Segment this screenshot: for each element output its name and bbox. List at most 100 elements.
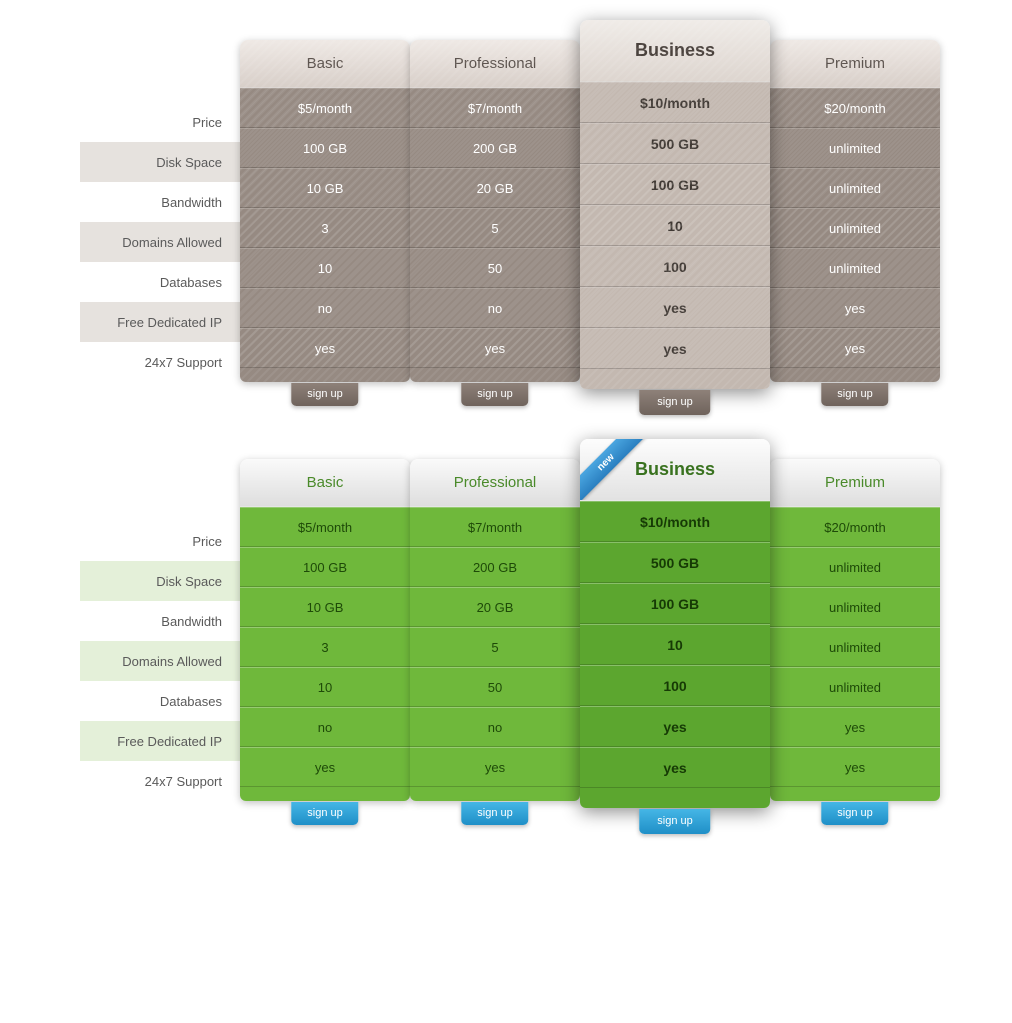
plan-cell: yes <box>770 328 940 368</box>
signup-button[interactable]: sign up <box>291 383 358 406</box>
plan-cell: no <box>240 707 410 747</box>
plan-column: Professional$7/month200 GB20 GB550noyess… <box>410 459 580 801</box>
plan-cell: yes <box>580 747 770 788</box>
plan-name: Premium <box>825 474 885 491</box>
plan-cell: 20 GB <box>410 587 580 627</box>
plan-cell: $5/month <box>240 88 410 128</box>
plan-cell: $5/month <box>240 507 410 547</box>
row-labels: PriceDisk SpaceBandwidthDomains AllowedD… <box>80 521 240 801</box>
plan-cell: yes <box>410 328 580 368</box>
plans-row: Basic$5/month100 GB10 GB310noyessign upP… <box>240 40 940 389</box>
plan-column: Professional$7/month200 GB20 GB550noyess… <box>410 40 580 382</box>
plan-footer <box>770 787 940 801</box>
row-label: Domains Allowed <box>80 641 240 681</box>
plan-footer <box>240 787 410 801</box>
plan-cell: 50 <box>410 667 580 707</box>
signup-button[interactable]: sign up <box>461 383 528 406</box>
plan-footer <box>410 787 580 801</box>
row-label: 24x7 Support <box>80 761 240 801</box>
plan-footer <box>410 368 580 382</box>
plan-column: Basic$5/month100 GB10 GB310noyessign up <box>240 459 410 801</box>
pricing-table-grey: PriceDisk SpaceBandwidthDomains AllowedD… <box>20 40 992 389</box>
plan-header: Premium <box>770 40 940 88</box>
plan-column: Business$10/month500 GB100 GB10100yesyes… <box>580 20 770 389</box>
plan-cell: 5 <box>410 627 580 667</box>
plan-name: Basic <box>307 55 344 72</box>
plan-footer <box>240 368 410 382</box>
plan-cell: unlimited <box>770 248 940 288</box>
row-label: 24x7 Support <box>80 342 240 382</box>
plan-cell: $7/month <box>410 88 580 128</box>
plan-name: Basic <box>307 474 344 491</box>
plan-cell: unlimited <box>770 128 940 168</box>
plan-cell: unlimited <box>770 587 940 627</box>
plan-cell: 100 GB <box>580 164 770 205</box>
plan-header: Basic <box>240 459 410 507</box>
plan-cell: yes <box>580 328 770 369</box>
plan-cell: 5 <box>410 208 580 248</box>
plan-cell: 100 GB <box>240 547 410 587</box>
pricing-table-green: PriceDisk SpaceBandwidthDomains AllowedD… <box>20 459 992 808</box>
plan-cell: no <box>410 288 580 328</box>
plan-header: Business <box>580 20 770 82</box>
plan-cell: no <box>410 707 580 747</box>
plan-header: Professional <box>410 459 580 507</box>
plan-cell: 50 <box>410 248 580 288</box>
plan-cell: 200 GB <box>410 547 580 587</box>
row-label: Domains Allowed <box>80 222 240 262</box>
plan-cell: 10 <box>580 624 770 665</box>
plan-name: Premium <box>825 55 885 72</box>
row-label: Databases <box>80 681 240 721</box>
plan-footer <box>580 788 770 808</box>
signup-button[interactable]: sign up <box>639 390 710 415</box>
plan-cell: 500 GB <box>580 542 770 583</box>
plan-cell: 3 <box>240 208 410 248</box>
plan-cell: yes <box>770 288 940 328</box>
plan-cell: yes <box>770 707 940 747</box>
row-label: Free Dedicated IP <box>80 721 240 761</box>
plan-cell: yes <box>240 328 410 368</box>
plan-cell: yes <box>240 747 410 787</box>
plan-header: Professional <box>410 40 580 88</box>
row-label: Disk Space <box>80 561 240 601</box>
plan-column: Basic$5/month100 GB10 GB310noyessign up <box>240 40 410 382</box>
plan-name: Professional <box>454 474 537 491</box>
plan-footer <box>580 369 770 389</box>
plans-row: Basic$5/month100 GB10 GB310noyessign upP… <box>240 459 940 808</box>
row-label: Free Dedicated IP <box>80 302 240 342</box>
plan-cell: $10/month <box>580 82 770 123</box>
plan-cell: 20 GB <box>410 168 580 208</box>
plan-cell: yes <box>410 747 580 787</box>
row-label: Price <box>80 102 240 142</box>
plan-cell: $10/month <box>580 501 770 542</box>
plan-cell: 100 <box>580 246 770 287</box>
plan-cell: 100 GB <box>240 128 410 168</box>
plan-header: Basic <box>240 40 410 88</box>
signup-button[interactable]: sign up <box>291 802 358 825</box>
row-labels: PriceDisk SpaceBandwidthDomains AllowedD… <box>80 102 240 382</box>
plan-cell: 500 GB <box>580 123 770 164</box>
plan-footer <box>770 368 940 382</box>
plan-cell: 200 GB <box>410 128 580 168</box>
row-label: Bandwidth <box>80 601 240 641</box>
plan-cell: unlimited <box>770 208 940 248</box>
plan-cell: $20/month <box>770 88 940 128</box>
signup-button[interactable]: sign up <box>639 809 710 834</box>
plan-cell: unlimited <box>770 547 940 587</box>
plan-column: Premium$20/monthunlimitedunlimitedunlimi… <box>770 459 940 801</box>
signup-button[interactable]: sign up <box>821 802 888 825</box>
signup-button[interactable]: sign up <box>461 802 528 825</box>
signup-button[interactable]: sign up <box>821 383 888 406</box>
plan-cell: unlimited <box>770 627 940 667</box>
plan-cell: 100 <box>580 665 770 706</box>
plan-cell: $7/month <box>410 507 580 547</box>
plan-cell: no <box>240 288 410 328</box>
row-label: Price <box>80 521 240 561</box>
plan-cell: $20/month <box>770 507 940 547</box>
plan-cell: 10 GB <box>240 587 410 627</box>
plan-name: Business <box>635 459 715 480</box>
plan-column: Businessnew$10/month500 GB100 GB10100yes… <box>580 439 770 808</box>
plan-name: Business <box>635 40 715 61</box>
plan-cell: yes <box>580 706 770 747</box>
row-label: Disk Space <box>80 142 240 182</box>
